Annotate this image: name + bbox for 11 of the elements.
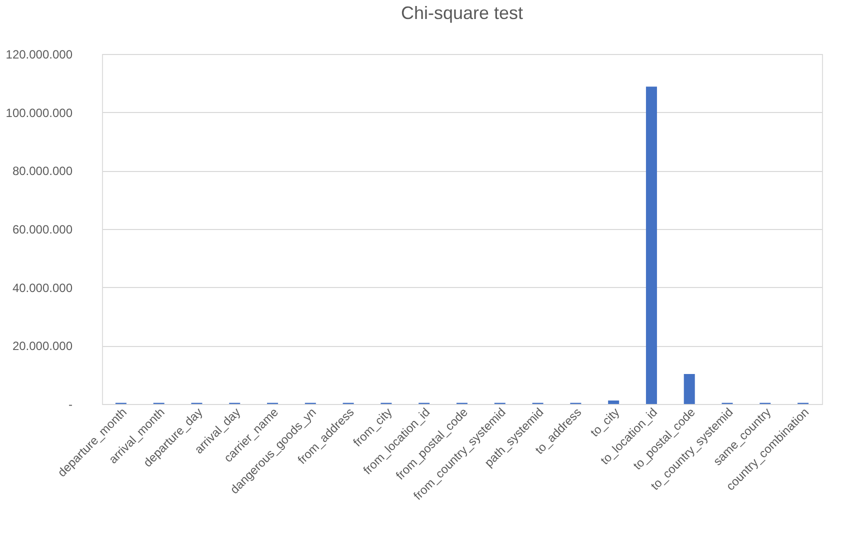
bar [684, 374, 695, 404]
y-tick-label: - [68, 398, 72, 412]
bar [608, 400, 620, 404]
y-tick-label: 80.000.000 [12, 164, 73, 178]
y-tick-label: 100.000.000 [6, 106, 73, 120]
bar [646, 86, 657, 404]
y-tick-label: 120.000.000 [6, 48, 73, 62]
y-tick-label: 20.000.000 [12, 339, 73, 354]
y-tick-label: 40.000.000 [12, 280, 73, 295]
chart-title: Chi-square test [400, 3, 524, 23]
y-tick-label: 60.000.000 [12, 222, 73, 236]
